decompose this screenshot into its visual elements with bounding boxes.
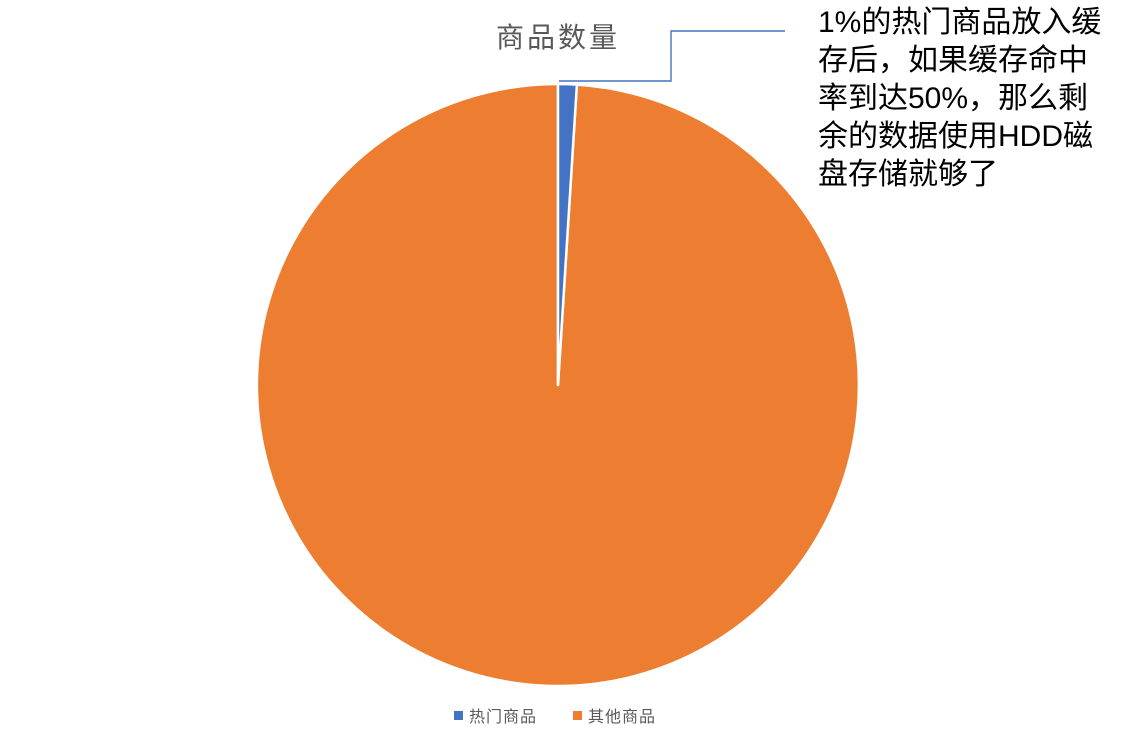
legend-label-hot-products: 热门商品 [468, 709, 537, 726]
annotation-text: 1%的热门商品放入缓 存后，如果缓存命中 率到达50%，那么剩 余的数据使用HD… [818, 6, 1102, 191]
pie-slice-hot-products[interactable] [556, 82, 579, 387]
legend-swatch-hot-products-icon [453, 710, 463, 720]
legend-item-other-products[interactable]: 其他商品 [573, 703, 656, 727]
legend-item-hot-products[interactable]: 热门商品 [453, 703, 537, 727]
legend-swatch-other-products-icon [573, 710, 582, 720]
chart-title: 商品数量 [495, 22, 620, 53]
legend: 热门商品 其他商品 [0, 703, 1110, 727]
annotation-callout-line [559, 30, 785, 82]
legend-label-other-products: 其他商品 [588, 709, 657, 726]
